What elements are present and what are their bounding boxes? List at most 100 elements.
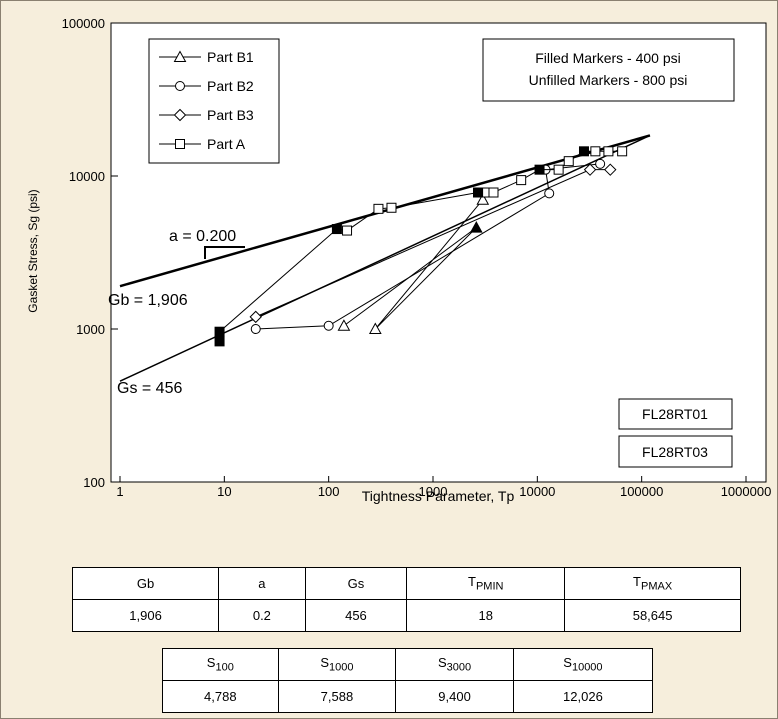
table-cell: Gs xyxy=(304,567,408,600)
marker xyxy=(488,187,499,198)
cell-sub: PMIN xyxy=(475,580,504,593)
chart: Tightness Parameter, Tp Gasket Stress, S… xyxy=(26,16,772,504)
table-cell: 4,788 xyxy=(162,680,279,713)
table-cell: TPMAX xyxy=(564,567,741,600)
cell-text: S xyxy=(206,655,216,671)
table-cell: 0.2 xyxy=(218,599,306,632)
table: Gb a Gs TPMIN TPMAX 1,906 0.2 456 18 58,645 xyxy=(71,567,741,632)
table-cell: 1,906 xyxy=(71,599,220,632)
table-row: S100 S1000 S3000 S10000 xyxy=(162,648,654,681)
legend-marker xyxy=(175,81,185,91)
x-tick-label: 100000 xyxy=(620,484,663,499)
table-row: 4,788 7,588 9,400 12,026 xyxy=(162,680,654,713)
note-box xyxy=(482,38,735,102)
marker xyxy=(469,221,483,233)
table-cell: 58,645 xyxy=(564,599,741,632)
legend-marker xyxy=(175,139,185,149)
marker xyxy=(214,336,225,347)
marker xyxy=(368,322,382,334)
x-tick-label: 10 xyxy=(217,484,231,499)
marker xyxy=(578,146,589,157)
y-axis-label: Gasket Stress, Sg (psi) xyxy=(26,189,40,312)
legend-label: Part B2 xyxy=(207,78,254,94)
cell-sub: PMAX xyxy=(640,580,673,593)
legend-label: Part B3 xyxy=(207,107,254,123)
table-cell: Gb xyxy=(71,567,220,600)
slope-mark xyxy=(204,246,245,259)
marker xyxy=(476,193,490,205)
table-cell: 12,026 xyxy=(512,680,654,713)
cell-text: S xyxy=(563,655,572,671)
id-label: FL28RT01 xyxy=(642,406,708,422)
cell-text: T xyxy=(467,574,476,590)
table-cell: 7,588 xyxy=(277,680,397,713)
fit-line xyxy=(119,134,651,288)
cell-sub: 1000 xyxy=(329,661,354,674)
marker xyxy=(534,164,545,175)
note: Unfilled Markers - 800 psi xyxy=(529,72,688,88)
x-tick-label: 1 xyxy=(116,484,123,499)
table-cell: S1000 xyxy=(277,648,397,681)
gb-label: Gb = 1,906 xyxy=(108,292,188,309)
marker xyxy=(604,163,617,176)
cell-sub: 10000 xyxy=(571,661,603,674)
x-tick-label: 10000 xyxy=(519,484,555,499)
table-cell: 18 xyxy=(406,599,566,632)
legend-marker xyxy=(173,50,187,62)
marker xyxy=(583,163,597,176)
cell-text: S xyxy=(320,655,330,671)
table-cell: S10000 xyxy=(512,648,654,681)
table-cell: S100 xyxy=(162,648,279,681)
x-axis-label: Tightness Parameter, Tp xyxy=(362,488,515,504)
x-tick-label: 1000000 xyxy=(721,484,772,499)
marker xyxy=(603,146,614,157)
marker xyxy=(563,156,574,167)
table-cell: 456 xyxy=(304,599,408,632)
x-tick-label: 100 xyxy=(318,484,340,499)
cell-sub: 100 xyxy=(215,661,234,674)
table-cell: a xyxy=(218,567,306,600)
legend-marker xyxy=(173,108,187,122)
fit-line xyxy=(119,134,651,382)
cell-text: S xyxy=(437,655,447,671)
id-box xyxy=(618,435,733,468)
id-label: FL28RT03 xyxy=(642,444,708,460)
marker xyxy=(331,224,342,235)
table: S100 S1000 S3000 S10000 4,788 7,588 9,400 12,02… xyxy=(162,648,654,713)
marker xyxy=(249,310,262,324)
marker xyxy=(544,188,555,199)
table-row: Gb a Gs TPMIN TPMAX xyxy=(71,567,741,600)
x-tick-label: 1000 xyxy=(419,484,448,499)
cell-text: T xyxy=(633,574,641,590)
y-tick-label: 1000 xyxy=(76,322,105,337)
slope-label: a = 0.200 xyxy=(169,228,236,245)
y-tick-label: 100000 xyxy=(62,16,105,31)
marker xyxy=(250,324,261,334)
table-cell: 9,400 xyxy=(395,680,514,713)
y-tick-label: 10000 xyxy=(69,169,105,184)
marker xyxy=(595,158,606,169)
marker xyxy=(337,319,351,331)
marker xyxy=(590,146,601,157)
marker xyxy=(516,175,527,186)
marker xyxy=(373,203,384,214)
marker xyxy=(342,225,353,236)
marker xyxy=(214,326,225,337)
marker xyxy=(473,187,484,198)
marker xyxy=(617,146,628,157)
table-cell: S3000 xyxy=(395,648,514,681)
note: Filled Markers - 400 psi xyxy=(535,50,681,66)
legend xyxy=(148,38,280,164)
legend-label: Part B1 xyxy=(207,49,254,65)
y-tick-label: 100 xyxy=(83,475,105,490)
marker xyxy=(323,320,334,331)
marker xyxy=(553,164,564,175)
gs-label: Gs = 456 xyxy=(117,380,182,397)
legend-label: Part A xyxy=(207,136,246,152)
table-cell: TPMIN xyxy=(406,567,566,600)
cell-sub: 3000 xyxy=(446,661,472,674)
id-box xyxy=(618,398,733,430)
marker xyxy=(386,202,397,213)
table-row: 1,906 0.2 456 18 58,645 xyxy=(71,599,741,632)
